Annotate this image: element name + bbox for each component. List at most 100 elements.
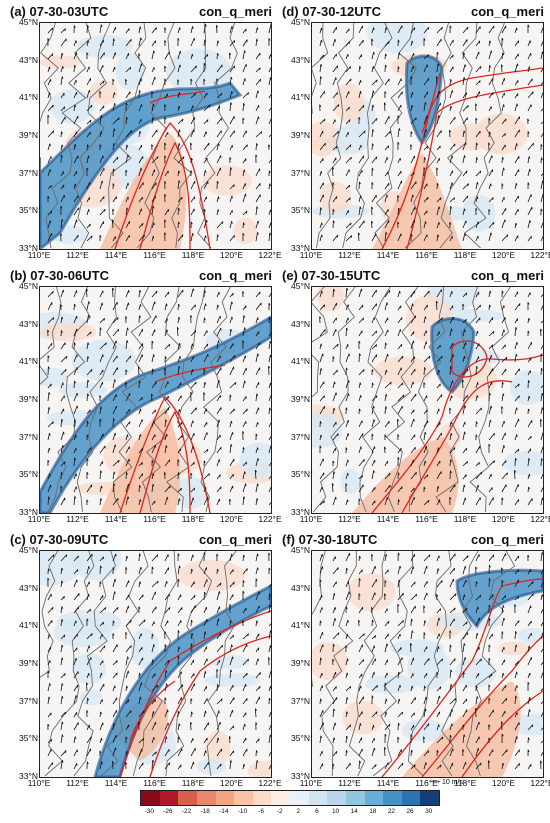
longitude-tick-label: 122°E: [530, 250, 550, 260]
panel-title: (e) 07-30-15UTC: [282, 268, 381, 283]
gray-contour: [40, 287, 62, 385]
map-panel: (c) 07-30-09UTC con_q_meri 45°N 43°N 41°N 39°…: [8, 532, 282, 790]
latitude-tick-label: 35°N: [291, 205, 310, 216]
longitude-tick-label: 110°E: [299, 778, 323, 788]
wind-vectors: [47, 24, 271, 242]
gray-contour: [197, 23, 238, 249]
colorbar-tick-label: -14: [219, 808, 229, 815]
shading-patch: [204, 673, 261, 688]
longitude-tick-label: 110°E: [299, 514, 323, 524]
panel-variable-label: con_q_meri: [199, 4, 272, 19]
map-plot-area: [39, 22, 272, 250]
colorbar-tick-label: 30: [425, 808, 433, 815]
longitude-tick-label: 114°E: [104, 514, 128, 524]
latitude-tick-label: 35°N: [19, 733, 38, 744]
longitude-tick-label: 118°E: [453, 250, 477, 260]
red-contour: [461, 690, 543, 777]
colorbar-segment: [420, 791, 439, 805]
gray-contour: [312, 551, 326, 688]
colorbar-tick-label: 10: [331, 808, 340, 815]
colorbar-tick-label: -10: [237, 808, 248, 815]
shading-patch: [115, 52, 145, 90]
latitude-tick-label: 45°N: [19, 281, 38, 291]
panel-title: (d) 07-30-12UTC: [282, 4, 381, 19]
gray-contour: [342, 23, 393, 249]
shading-patch: [40, 55, 80, 70]
latitude-tick-label: 39°N: [19, 658, 38, 668]
core-shading-outline: [93, 584, 271, 777]
colorbar-segment: [364, 791, 384, 805]
longitude-tick-label: 110°E: [27, 778, 51, 788]
shading-patch: [390, 639, 445, 657]
shading-patch: [319, 181, 351, 213]
longitude-tick-label: 110°E: [27, 514, 51, 524]
latitude-tick-label: 41°N: [291, 92, 310, 103]
latitude-tick-label: 43°N: [19, 54, 38, 65]
gray-contour: [171, 23, 207, 249]
panel-title: (f) 07-30-18UTC: [282, 532, 378, 547]
shading-patch: [374, 356, 433, 386]
red-contour: [381, 67, 543, 249]
gray-contour: [312, 287, 328, 398]
longitude-tick-label: 118°E: [181, 778, 205, 788]
longitude-tick-label: 116°E: [143, 778, 166, 788]
latitude-tick-label: 37°N: [291, 695, 310, 706]
shading-patch: [502, 450, 543, 476]
red-contour: [406, 84, 543, 249]
negative-shading-region: [40, 317, 271, 513]
longitude-tick-label: 112°E: [66, 778, 89, 788]
colorbar-tick-label: -26: [163, 808, 173, 815]
map-plot-area: [39, 550, 272, 778]
positive-shading-region: [352, 437, 459, 513]
longitude-tick-label: 112°E: [338, 250, 361, 260]
longitude-tick-label: 120°E: [219, 778, 244, 788]
red-contour: [139, 410, 191, 513]
shading-patch: [233, 217, 258, 244]
colorbar-tick-label: -6: [258, 808, 264, 815]
latitude-tick-label: 35°N: [19, 469, 38, 480]
red-contour: [129, 680, 176, 742]
colorbar-segment: [141, 791, 160, 805]
colorbar-tick-label: 2: [296, 808, 301, 815]
shading-patch: [79, 689, 103, 706]
reference-vector: ⟶ 10 m/s: [430, 779, 463, 786]
colorbar-segment: [252, 791, 272, 805]
negative-shading-region: [95, 586, 271, 777]
latitude-tick-label: 33°N: [291, 771, 310, 781]
colorbar-segment: [215, 791, 235, 805]
longitude-tick-label: 114°E: [376, 250, 400, 260]
colorbar-segment: [383, 791, 402, 805]
red-contour: [139, 141, 191, 249]
latitude-tick-label: 35°N: [19, 205, 38, 216]
red-contour: [114, 121, 211, 249]
longitude-tick-label: 120°E: [219, 514, 244, 524]
red-contour: [421, 72, 441, 134]
colorbar-tick-label: 6: [315, 808, 319, 815]
colorbar-tick-label: 14: [350, 808, 358, 815]
shading-patch: [205, 730, 231, 766]
longitude-tick-label: 112°E: [338, 778, 361, 788]
shading-patch: [177, 559, 246, 591]
latitude-tick-label: 39°N: [19, 394, 38, 404]
gray-contour: [44, 551, 95, 777]
shading-patch: [367, 23, 428, 54]
colorbar-segment: [401, 791, 421, 805]
latitude-tick-label: 43°N: [291, 54, 310, 65]
longitude-tick-label: 120°E: [219, 250, 244, 260]
latitude-tick-label: 43°N: [19, 582, 38, 593]
latitude-tick-label: 39°N: [291, 130, 310, 140]
longitude-tick-label: 122°E: [258, 250, 282, 260]
shading-patch: [76, 34, 133, 58]
latitude-tick-label: 33°N: [291, 507, 310, 517]
longitude-tick-label: 112°E: [338, 514, 361, 524]
gray-contour: [408, 287, 446, 513]
shading-patch: [340, 468, 361, 494]
colorbar-segment: [271, 791, 290, 805]
wind-vectors: [319, 552, 543, 770]
longitude-tick-label: 122°E: [530, 514, 550, 524]
core-shading-outline: [404, 54, 444, 146]
longitude-tick-label: 118°E: [181, 514, 205, 524]
core-shading-outline: [40, 81, 243, 249]
shading-patch: [247, 761, 271, 777]
map-plot-area: [39, 286, 272, 514]
